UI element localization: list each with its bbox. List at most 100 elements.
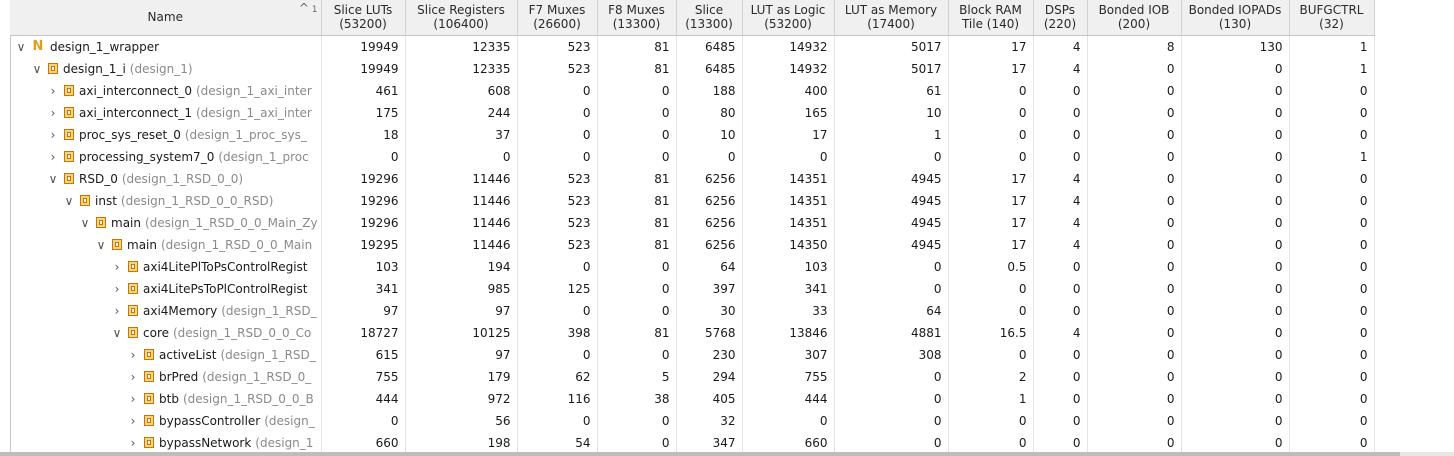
cell-regs: 0	[405, 145, 518, 168]
cell-f7: 523	[517, 57, 598, 80]
table-row[interactable]: › axi4LitePlToPsControlRegist 103 194 0 0 64 10…	[10, 255, 1375, 278]
cell-f8: 0	[597, 299, 677, 322]
column-header-lut-logic[interactable]: LUT as Logic (53200)	[742, 0, 835, 36]
cell-name[interactable]: › axi4LitePlToPsControlRegist	[10, 255, 322, 278]
module-name: (design_1_RSD_0_0_Co	[173, 325, 312, 340]
horizontal-scrollbar-thumb[interactable]	[0, 452, 1400, 456]
chevron-right-icon[interactable]: ›	[130, 435, 136, 450]
cell-name[interactable]: › proc_sys_reset_0 (design_1_proc_sys_	[10, 123, 322, 146]
table-row[interactable]: › proc_sys_reset_0 (design_1_proc_sys_ 18 37…	[10, 123, 1375, 146]
chevron-right-icon[interactable]: ›	[130, 369, 136, 384]
chevron-down-icon[interactable]: ∨	[112, 325, 122, 340]
chevron-right-icon[interactable]: ›	[50, 105, 56, 120]
cell-name[interactable]: › axi4LitePsToPlControlRegist	[10, 277, 322, 300]
cell-slice: 397	[676, 277, 743, 300]
chevron-right-icon[interactable]: ›	[130, 347, 136, 362]
column-header-slice[interactable]: Slice (13300)	[676, 0, 743, 36]
cell-name[interactable]: ∨ inst (design_1_RSD_0_0_RSD)	[10, 189, 322, 212]
chevron-right-icon[interactable]: ›	[50, 83, 56, 98]
chevron-down-icon[interactable]: ∨	[48, 171, 58, 186]
cell-iob: 0	[1087, 211, 1182, 234]
cell-iob: 0	[1087, 277, 1182, 300]
table-row[interactable]: › brPred (design_1_RSD_0_ 755 179 62 5 294 755 0 2…	[10, 365, 1375, 388]
cell-name[interactable]: › processing_system7_0 (design_1_proc	[10, 145, 322, 168]
column-header-f8[interactable]: F8 Muxes (13300)	[597, 0, 677, 36]
chevron-down-icon[interactable]: ∨	[64, 193, 74, 208]
table-row[interactable]: › axi_interconnect_1 (design_1_axi_inter 17…	[10, 101, 1375, 124]
column-header-f7[interactable]: F7 Muxes (26600)	[517, 0, 598, 36]
cell-bufg: 0	[1289, 211, 1375, 234]
cell-name[interactable]: ∨ RSD_0 (design_1_RSD_0_0)	[10, 167, 322, 190]
chevron-down-icon[interactable]: ∨	[80, 215, 90, 230]
cell-name[interactable]: › axi_interconnect_1 (design_1_axi_inter	[10, 101, 322, 124]
table-row[interactable]: › axi_interconnect_0 (design_1_axi_inter 46…	[10, 79, 1375, 102]
cell-name[interactable]: ∨ core (design_1_RSD_0_0_Co	[10, 321, 322, 344]
column-header-iopads[interactable]: Bonded IOPADs (130)	[1181, 0, 1290, 36]
cell-iopads: 0	[1181, 233, 1290, 256]
cell-iob: 0	[1087, 167, 1182, 190]
table-row[interactable]: ∨ design_1_i (design_1) 19949 12335 523 81 6485…	[10, 57, 1375, 80]
column-header-name[interactable]: Name ^ 1	[10, 0, 322, 36]
column-header-label: F7 Muxes	[528, 3, 586, 18]
cell-name[interactable]: › brPred (design_1_RSD_0_	[10, 365, 322, 388]
cell-dsp: 4	[1033, 167, 1088, 190]
table-row[interactable]: › activeList (design_1_RSD_ 615 97 0 0 230 307 30…	[10, 343, 1375, 366]
column-header-iob[interactable]: Bonded IOB (200)	[1087, 0, 1182, 36]
table-row[interactable]: ∨ core (design_1_RSD_0_0_Co 18727 10125 398 81…	[10, 321, 1375, 344]
cell-name[interactable]: › btb (design_1_RSD_0_0_B	[10, 387, 322, 410]
column-header-bufg[interactable]: BUFGCTRL (32)	[1289, 0, 1375, 36]
column-header-label: Bonded IOB	[1098, 3, 1170, 18]
cell-name[interactable]: ∨ design_1_i (design_1)	[10, 57, 322, 80]
cell-lutlogic: 307	[742, 343, 835, 366]
column-header-sub: (13300)	[612, 17, 661, 32]
module-name: (design_1	[255, 435, 314, 450]
table-row[interactable]: › processing_system7_0 (design_1_proc 0 0 0 0 0…	[10, 145, 1375, 168]
chevron-right-icon[interactable]: ›	[114, 259, 120, 274]
chevron-right-icon[interactable]: ›	[130, 391, 136, 406]
table-row[interactable]: › axi4Memory (design_1_RSD_ 97 97 0 0 30 33 64 0 0 0…	[10, 299, 1375, 322]
chevron-right-icon[interactable]: ›	[50, 149, 56, 164]
chevron-right-icon[interactable]: ›	[50, 127, 56, 142]
cell-name[interactable]: › axi4Memory (design_1_RSD_	[10, 299, 322, 322]
cell-f8: 0	[597, 145, 677, 168]
cell-regs: 179	[405, 365, 518, 388]
cell-name[interactable]: › activeList (design_1_RSD_	[10, 343, 322, 366]
chevron-down-icon[interactable]: ∨	[32, 61, 42, 76]
column-header-bram[interactable]: Block RAM Tile (140)	[948, 0, 1034, 36]
cell-name[interactable]: › bypassController (design_	[10, 409, 322, 432]
chevron-down-icon[interactable]: ∨	[16, 39, 26, 54]
cell-f7: 0	[517, 409, 598, 432]
table-row[interactable]: › axi4LitePsToPlControlRegist 341 985 125 0 39…	[10, 277, 1375, 300]
cell-name[interactable]: ∨ main (design_1_RSD_0_0_Main_Zy	[10, 211, 322, 234]
cell-iob: 0	[1087, 233, 1182, 256]
cell-name[interactable]: › axi_interconnect_0 (design_1_axi_inter	[10, 79, 322, 102]
column-header-dsp[interactable]: DSPs (220)	[1033, 0, 1088, 36]
column-header-label: LUT as Logic	[750, 3, 826, 18]
cell-lutmem: 4881	[834, 321, 949, 344]
sort-indicator[interactable]: ^ 1	[299, 1, 318, 17]
cell-name[interactable]: ∨ main (design_1_RSD_0_0_Main	[10, 233, 322, 256]
column-header-luts[interactable]: Slice LUTs (53200)	[321, 0, 406, 36]
cell-slice: 30	[676, 299, 743, 322]
table-row[interactable]: › bypassController (design_ 0 56 0 0 32 0 0 0 0 0 0 0	[10, 409, 1375, 432]
table-row[interactable]: ∨ main (design_1_RSD_0_0_Main 19295 11446 523…	[10, 233, 1375, 256]
cell-bufg: 0	[1289, 409, 1375, 432]
module-icon	[144, 349, 154, 360]
cell-iopads: 0	[1181, 255, 1290, 278]
table-row[interactable]: › bypassNetwork (design_1 660 198 54 0 347 660 0 0…	[10, 431, 1375, 454]
table-row[interactable]: ∨ inst (design_1_RSD_0_0_RSD) 19296 11446 523…	[10, 189, 1375, 212]
cell-name[interactable]: › bypassNetwork (design_1	[10, 431, 322, 454]
column-header-lut-memory[interactable]: LUT as Memory (17400)	[834, 0, 949, 36]
chevron-right-icon[interactable]: ›	[130, 413, 136, 428]
table-row[interactable]: ∨ RSD_0 (design_1_RSD_0_0) 19296 11446 523 81 6…	[10, 167, 1375, 190]
chevron-right-icon[interactable]: ›	[114, 303, 120, 318]
column-header-regs[interactable]: Slice Registers (106400)	[405, 0, 518, 36]
instance-name: proc_sys_reset_0	[79, 127, 181, 142]
table-row[interactable]: ∨ main (design_1_RSD_0_0_Main_Zy 19296 11446…	[10, 211, 1375, 234]
chevron-down-icon[interactable]: ∨	[96, 237, 106, 252]
chevron-right-icon[interactable]: ›	[114, 281, 120, 296]
cell-f8: 81	[597, 167, 677, 190]
table-row[interactable]: › btb (design_1_RSD_0_0_B 444 972 116 38 405 444…	[10, 387, 1375, 410]
